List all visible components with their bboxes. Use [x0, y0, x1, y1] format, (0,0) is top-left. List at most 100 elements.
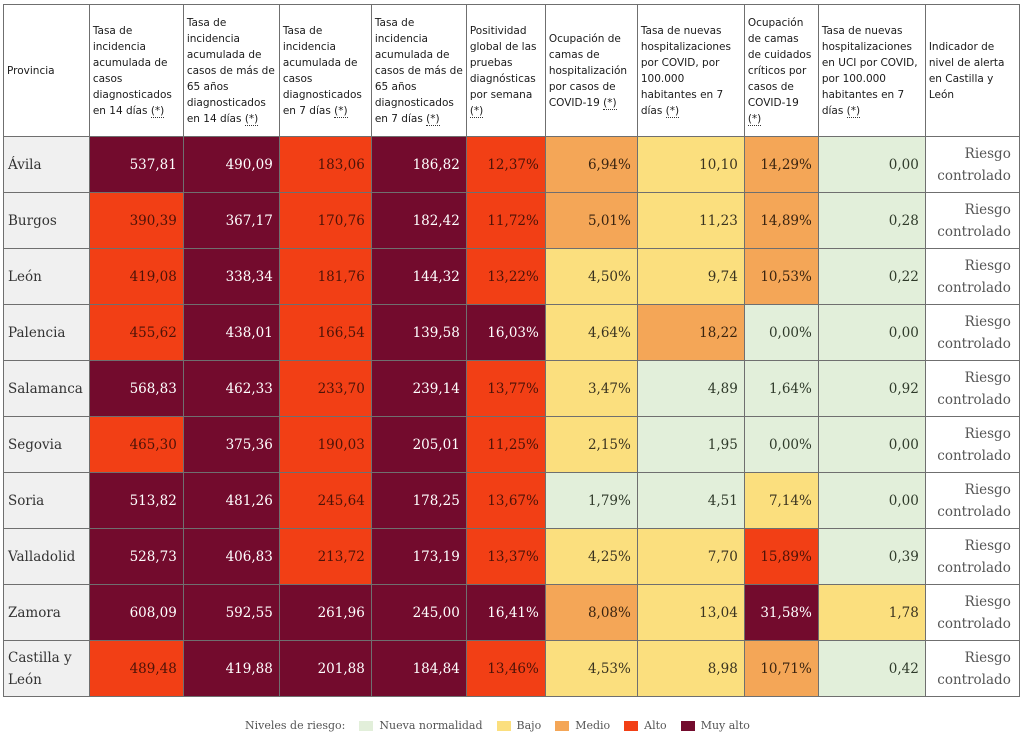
value-cell: 0,28 — [817, 192, 926, 249]
column-header: Ocupación de camas de cuidados críticos … — [743, 4, 819, 137]
value-cell: 513,82 — [88, 472, 184, 529]
province-cell: Burgos — [3, 192, 90, 249]
province-cell: Palencia — [3, 304, 90, 361]
value-cell: 4,64% — [544, 304, 638, 361]
table-row: Soria 513,82 481,26 245,64 178,25 13,67% 1,79%… — [3, 472, 1020, 529]
value-cell: 170,76 — [278, 192, 372, 249]
province-cell: Soria — [3, 472, 90, 529]
asterisk-note-link[interactable]: (*) — [846, 104, 861, 118]
value-cell: 4,89 — [636, 360, 745, 417]
table-row: Palencia 455,62 438,01 166,54 139,58 16,03% 4,… — [3, 304, 1020, 361]
value-cell: 10,71% — [743, 640, 819, 697]
alert-indicator-cell: Riesgo controlado — [924, 528, 1020, 585]
value-cell: 8,98 — [636, 640, 745, 697]
value-cell: 390,39 — [88, 192, 184, 249]
alert-indicator-cell: Riesgo controlado — [924, 640, 1020, 697]
value-cell: 568,83 — [88, 360, 184, 417]
legend-item-label: Medio — [575, 719, 611, 732]
value-cell: 16,03% — [465, 304, 546, 361]
legend-swatch — [680, 721, 695, 731]
value-cell: 419,88 — [182, 640, 280, 697]
column-header-label: Ocupación de camas de cuidados críticos … — [747, 16, 812, 109]
value-cell: 490,09 — [182, 136, 280, 193]
value-cell: 455,62 — [88, 304, 184, 361]
province-cell: León — [3, 248, 90, 305]
table-body: Ávila 537,81 490,09 183,06 186,82 12,37% 6,94%… — [3, 136, 1020, 697]
value-cell: 13,67% — [465, 472, 546, 529]
column-header-label: Indicador de nivel de alerta en Castilla… — [928, 40, 1005, 101]
column-header-label: Positividad global de las pruebas diagnó… — [469, 24, 537, 101]
value-cell: 31,58% — [743, 584, 819, 641]
column-header: Tasa de nuevas hospitalizaciones en UCI … — [817, 4, 926, 137]
column-header-label: Tasa de nuevas hospitalizaciones por COV… — [640, 24, 731, 117]
asterisk-note-link[interactable]: (*) — [665, 104, 680, 118]
table-row: Valladolid 528,73 406,83 213,72 173,19 13,37%… — [3, 528, 1020, 585]
value-cell: 0,00 — [817, 472, 926, 529]
legend-item-label: Muy alto — [700, 719, 750, 732]
value-cell: 12,37% — [465, 136, 546, 193]
alert-indicator-cell: Riesgo controlado — [924, 248, 1020, 305]
value-cell: 7,70 — [636, 528, 745, 585]
value-cell: 10,10 — [636, 136, 745, 193]
legend-item-label: Alto — [644, 719, 667, 732]
value-cell: 0,00 — [817, 416, 926, 473]
column-header-label: Tasa de incidencia acumulada de casos de… — [374, 16, 463, 125]
value-cell: 201,88 — [278, 640, 372, 697]
value-cell: 13,04 — [636, 584, 745, 641]
alert-indicator-cell: Riesgo controlado — [924, 360, 1020, 417]
value-cell: 245,00 — [370, 584, 467, 641]
value-cell: 438,01 — [182, 304, 280, 361]
legend-swatch — [555, 721, 570, 731]
value-cell: 0,39 — [817, 528, 926, 585]
asterisk-note-link[interactable]: (*) — [469, 104, 484, 118]
province-cell: Valladolid — [3, 528, 90, 585]
alert-indicator-cell: Riesgo controlado — [924, 304, 1020, 361]
province-cell: Ávila — [3, 136, 90, 193]
province-cell: Castilla y León — [3, 640, 90, 697]
province-cell: Zamora — [3, 584, 90, 641]
value-cell: 537,81 — [88, 136, 184, 193]
value-cell: 11,72% — [465, 192, 546, 249]
value-cell: 481,26 — [182, 472, 280, 529]
value-cell: 144,32 — [370, 248, 467, 305]
value-cell: 375,36 — [182, 416, 280, 473]
asterisk-note-link[interactable]: (*) — [150, 104, 165, 118]
value-cell: 14,29% — [743, 136, 819, 193]
value-cell: 14,89% — [743, 192, 819, 249]
risk-table: Provincia Tasa de incidencia acumulada de… — [3, 4, 1020, 697]
value-cell: 5,01% — [544, 192, 638, 249]
value-cell: 166,54 — [278, 304, 372, 361]
column-header: Provincia — [3, 4, 90, 137]
value-cell: 4,51 — [636, 472, 745, 529]
value-cell: 4,25% — [544, 528, 638, 585]
table-row: Burgos 390,39 367,17 170,76 182,42 11,72% 5,01… — [3, 192, 1020, 249]
value-cell: 213,72 — [278, 528, 372, 585]
asterisk-note-link[interactable]: (*) — [603, 96, 617, 110]
value-cell: 338,34 — [182, 248, 280, 305]
province-cell: Segovia — [3, 416, 90, 473]
value-cell: 183,06 — [278, 136, 372, 193]
table-row: Zamora 608,09 592,55 261,96 245,00 16,41% 8,08… — [3, 584, 1020, 641]
asterisk-note-link[interactable]: (*) — [244, 112, 259, 126]
table-row: León 419,08 338,34 181,76 144,32 13,22% 4,50% 9… — [3, 248, 1020, 305]
column-header: Tasa de nuevas hospitalizaciones por COV… — [636, 4, 745, 137]
value-cell: 173,19 — [370, 528, 467, 585]
value-cell: 8,08% — [544, 584, 638, 641]
legend-item-label: Bajo — [516, 719, 542, 732]
value-cell: 1,79% — [544, 472, 638, 529]
value-cell: 528,73 — [88, 528, 184, 585]
asterisk-note-link[interactable]: (*) — [426, 112, 440, 126]
value-cell: 406,83 — [182, 528, 280, 585]
alert-indicator-cell: Riesgo controlado — [924, 136, 1020, 193]
value-cell: 1,95 — [636, 416, 745, 473]
legend-item-label: Nueva normalidad — [379, 719, 483, 732]
column-header-label: Provincia — [7, 64, 55, 77]
asterisk-note-link[interactable]: (*) — [747, 112, 762, 126]
value-cell: 3,47% — [544, 360, 638, 417]
value-cell: 233,70 — [278, 360, 372, 417]
asterisk-note-link[interactable]: (*) — [334, 104, 348, 118]
value-cell: 462,33 — [182, 360, 280, 417]
value-cell: 7,14% — [743, 472, 819, 529]
value-cell: 0,00% — [743, 304, 819, 361]
value-cell: 1,78 — [817, 584, 926, 641]
